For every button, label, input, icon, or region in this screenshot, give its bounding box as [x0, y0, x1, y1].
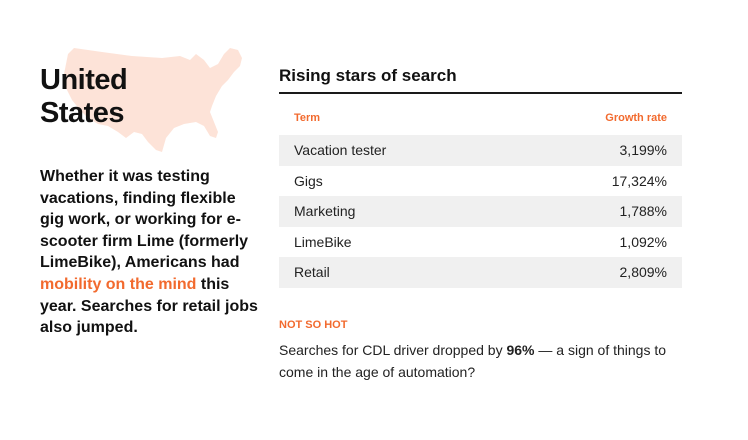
table-row: Retail 2,809%: [279, 257, 682, 288]
term-cell: Marketing: [294, 203, 356, 220]
column-header-term: Term: [294, 112, 321, 124]
not-so-hot-percent: 96%: [506, 342, 535, 358]
term-cell: Vacation tester: [294, 142, 387, 158]
us-map-silhouette: [64, 48, 242, 152]
region-title: United States: [40, 64, 128, 129]
term-cell: Retail: [294, 264, 330, 281]
region-blurb: Whether it was testing vacations, findin…: [40, 166, 262, 339]
blurb-text: Whether it was testing vacations, findin…: [40, 168, 249, 272]
search-terms-table: Vacation tester 3,199% Gigs 17,324% Mark…: [279, 135, 682, 288]
term-cell: Gigs: [294, 172, 323, 189]
rate-cell: 1,092%: [619, 233, 667, 250]
title-rule: [279, 92, 682, 94]
table-row: Marketing 1,788%: [279, 196, 682, 227]
table-row: Vacation tester 3,199%: [279, 135, 682, 166]
rate-cell: 17,324%: [611, 172, 667, 189]
table-header: Term Growth rate: [279, 112, 682, 130]
term-cell: LimeBike: [294, 233, 352, 250]
table-title: Rising stars of search: [279, 66, 457, 85]
not-so-hot-label: NOT SO HOT: [279, 319, 348, 331]
not-so-hot-text: Searches for CDL driver dropped by 96% —…: [279, 339, 689, 383]
table-row: Gigs 17,324%: [279, 166, 682, 197]
blurb-text-end: this year. Searches for retail jobs also…: [40, 275, 258, 337]
not-so-hot-text-end: — a sign of things to come in the age of…: [279, 342, 667, 380]
column-header-growth-rate: Growth rate: [605, 112, 667, 124]
rate-cell: 3,199%: [619, 142, 667, 158]
rate-cell: 2,809%: [619, 264, 667, 281]
not-so-hot-text-start: Searches for CDL driver dropped by: [279, 342, 507, 358]
table-row: LimeBike 1,092%: [279, 227, 682, 258]
rate-cell: 1,788%: [619, 203, 667, 220]
blurb-highlight: mobility on the mind: [40, 275, 197, 293]
